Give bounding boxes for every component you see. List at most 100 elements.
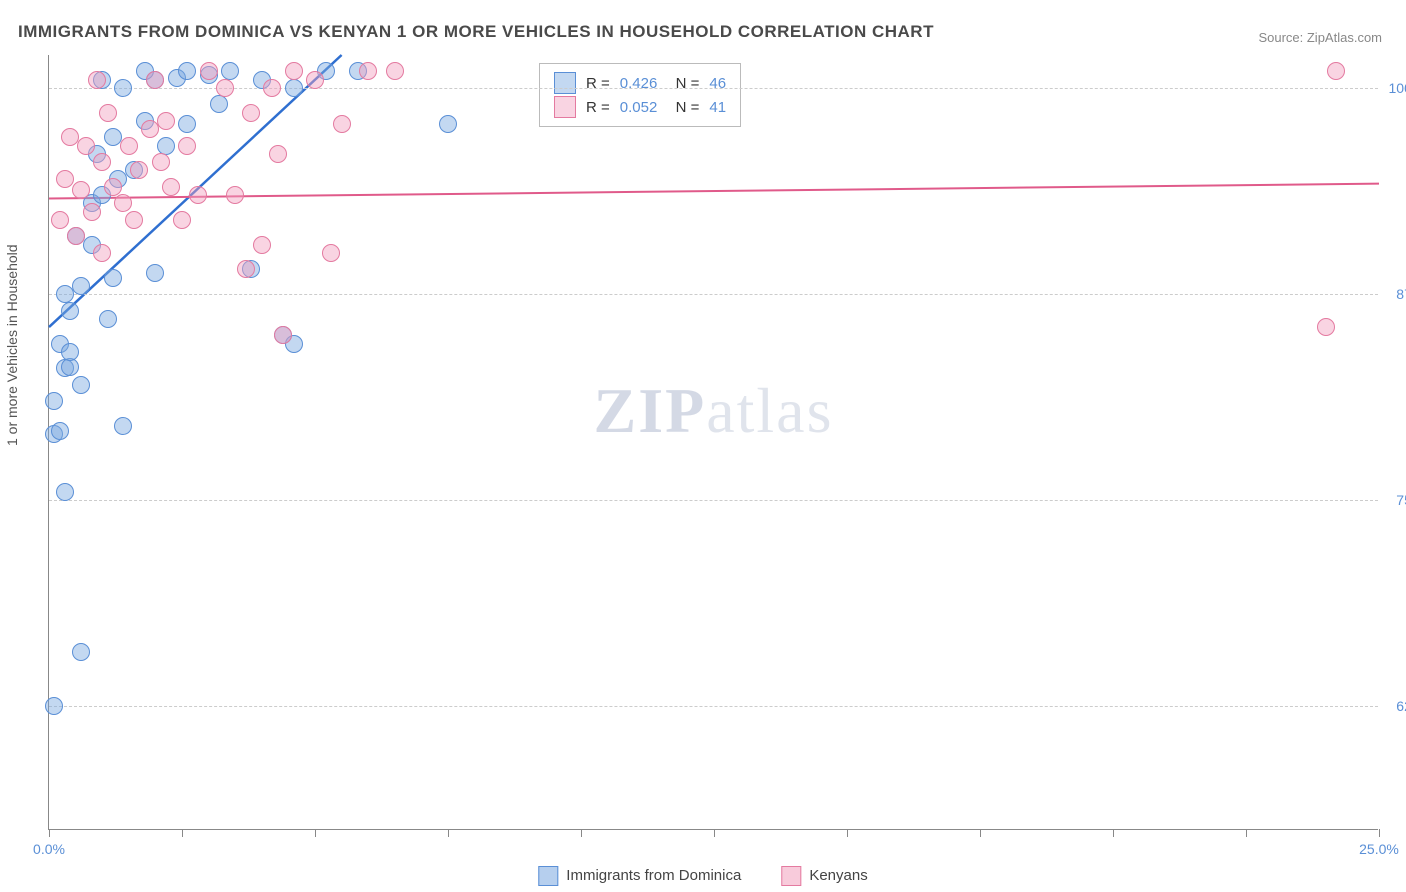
scatter-point <box>178 115 196 133</box>
x-tick <box>714 829 715 837</box>
scatter-point <box>99 310 117 328</box>
scatter-point <box>104 178 122 196</box>
scatter-point <box>285 62 303 80</box>
scatter-point <box>88 71 106 89</box>
scatter-point <box>173 211 191 229</box>
scatter-point <box>386 62 404 80</box>
scatter-point <box>83 203 101 221</box>
x-tick <box>1379 829 1380 837</box>
scatter-point <box>114 79 132 97</box>
scatter-point <box>253 236 271 254</box>
scatter-point <box>162 178 180 196</box>
legend-n-label: N = <box>667 99 699 116</box>
scatter-point <box>210 95 228 113</box>
scatter-point <box>99 104 117 122</box>
x-tick <box>315 829 316 837</box>
chart-title: IMMIGRANTS FROM DOMINICA VS KENYAN 1 OR … <box>18 22 934 42</box>
y-tick-label: 75.0% <box>1386 492 1406 508</box>
scatter-point <box>333 115 351 133</box>
scatter-point <box>56 170 74 188</box>
scatter-point <box>114 417 132 435</box>
legend-swatch <box>554 96 576 118</box>
bottom-legend: Immigrants from Dominica Kenyans <box>538 866 867 886</box>
scatter-point <box>93 153 111 171</box>
legend-row: R = 0.426 N = 46 <box>554 72 726 94</box>
scatter-point <box>51 211 69 229</box>
scatter-point <box>226 186 244 204</box>
scatter-point <box>146 264 164 282</box>
scatter-point <box>61 343 79 361</box>
bottom-legend-item: Immigrants from Dominica <box>538 866 741 886</box>
watermark-zip: ZIP <box>594 375 707 446</box>
scatter-point <box>178 62 196 80</box>
scatter-point <box>322 244 340 262</box>
scatter-point <box>216 79 234 97</box>
x-tick-label: 0.0% <box>33 841 65 857</box>
scatter-point <box>157 137 175 155</box>
scatter-point <box>146 71 164 89</box>
scatter-point <box>439 115 457 133</box>
scatter-point <box>274 326 292 344</box>
gridline <box>49 706 1378 707</box>
scatter-point <box>263 79 281 97</box>
legend-label: Kenyans <box>809 867 867 884</box>
scatter-point <box>157 112 175 130</box>
scatter-point <box>51 422 69 440</box>
legend-swatch <box>781 866 801 886</box>
scatter-point <box>237 260 255 278</box>
legend-n-value: 41 <box>709 99 726 116</box>
bottom-legend-item: Kenyans <box>781 866 867 886</box>
gridline <box>49 500 1378 501</box>
watermark: ZIPatlas <box>594 374 834 448</box>
scatter-point <box>178 137 196 155</box>
source-label: Source: ZipAtlas.com <box>1258 30 1382 45</box>
scatter-point <box>306 71 324 89</box>
legend-r-label: R = <box>586 99 610 116</box>
legend-label: Immigrants from Dominica <box>566 867 741 884</box>
scatter-point <box>269 145 287 163</box>
x-tick <box>847 829 848 837</box>
scatter-point <box>285 79 303 97</box>
legend-r-value: 0.052 <box>620 99 658 116</box>
y-tick-label: 62.5% <box>1386 698 1406 714</box>
watermark-atlas: atlas <box>706 375 833 446</box>
y-tick-label: 87.5% <box>1386 286 1406 302</box>
scatter-point <box>114 194 132 212</box>
gridline <box>49 88 1378 89</box>
scatter-point <box>1327 62 1345 80</box>
scatter-point <box>1317 318 1335 336</box>
scatter-point <box>45 697 63 715</box>
scatter-point <box>242 104 260 122</box>
legend-swatch <box>538 866 558 886</box>
scatter-point <box>61 128 79 146</box>
scatter-point <box>152 153 170 171</box>
y-tick-label: 100.0% <box>1386 80 1406 96</box>
trend-line <box>49 184 1379 199</box>
x-tick <box>980 829 981 837</box>
x-tick <box>581 829 582 837</box>
stats-legend: R = 0.426 N = 46R = 0.052 N = 41 <box>539 63 741 127</box>
scatter-point <box>67 227 85 245</box>
x-tick <box>182 829 183 837</box>
scatter-point <box>45 392 63 410</box>
scatter-point <box>120 137 138 155</box>
x-tick-label: 25.0% <box>1359 841 1399 857</box>
x-tick <box>448 829 449 837</box>
scatter-point <box>56 483 74 501</box>
scatter-point <box>61 302 79 320</box>
scatter-point <box>104 269 122 287</box>
trend-lines-layer <box>49 55 1378 829</box>
scatter-point <box>93 244 111 262</box>
scatter-point <box>77 137 95 155</box>
scatter-point <box>130 161 148 179</box>
x-tick <box>1246 829 1247 837</box>
scatter-point <box>200 62 218 80</box>
y-axis-title: 1 or more Vehicles in Household <box>4 244 20 446</box>
x-tick <box>1113 829 1114 837</box>
scatter-point <box>72 376 90 394</box>
scatter-point <box>189 186 207 204</box>
legend-swatch <box>554 72 576 94</box>
chart-plot-area: ZIPatlas R = 0.426 N = 46R = 0.052 N = 4… <box>48 55 1378 830</box>
scatter-point <box>72 277 90 295</box>
legend-row: R = 0.052 N = 41 <box>554 96 726 118</box>
